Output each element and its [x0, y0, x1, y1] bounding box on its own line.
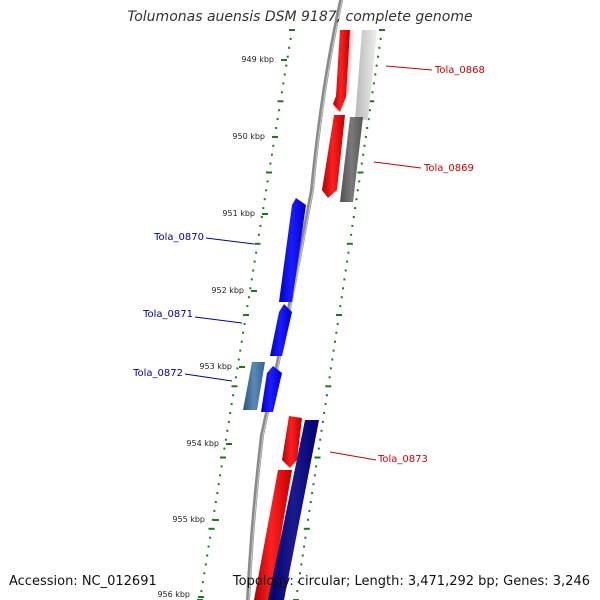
gene-tola-0868[interactable] [333, 30, 354, 112]
scale-label-text: 955 kbp [172, 515, 205, 524]
leader-line [385, 65, 433, 71]
scale-label-949: 949 kbp [241, 55, 287, 64]
gene-tola-0872[interactable] [243, 362, 282, 412]
scale-label-text: 953 kbp [199, 362, 232, 371]
leader-line [205, 237, 255, 245]
leader-line [329, 451, 377, 461]
gene-tola-0869[interactable] [322, 30, 377, 202]
gene-label-tola-0870[interactable]: Tola_0870 [153, 232, 255, 245]
gene-label-tola-0871[interactable]: Tola_0871 [142, 309, 243, 324]
scale-label-text: 950 kbp [232, 132, 265, 141]
scale-label-953: 953 kbp [199, 362, 245, 371]
gene-label-text: Tola_0869 [423, 163, 474, 174]
gene-label-tola-0868[interactable]: Tola_0868 [385, 65, 485, 76]
scale-label-text: 956 kbp [157, 590, 190, 599]
scale-label-text: 949 kbp [241, 55, 274, 64]
genome-summary-text: Topology: circular; Length: 3,471,292 bp… [232, 574, 590, 589]
leader-line [184, 373, 233, 382]
gene-arrow [268, 420, 319, 600]
gene-arrow [322, 115, 345, 198]
gene-arrow [261, 366, 282, 412]
scale-label-text: 951 kbp [222, 209, 255, 218]
gene-label-tola-0872[interactable]: Tola_0872 [132, 368, 233, 382]
outer-tick-ring [293, 29, 385, 600]
gene-tola-0873[interactable] [254, 416, 319, 600]
gene-label-text: Tola_0870 [153, 232, 204, 243]
gene-label-text: Tola_0873 [377, 454, 428, 465]
scale-label-952: 952 kbp [211, 286, 257, 295]
gene-labels: Tola_0868 Tola_0869 Tola_0870 Tola_0871 … [132, 65, 485, 465]
scale-label-text: 952 kbp [211, 286, 244, 295]
leader-line [194, 316, 243, 324]
gene-arrow [243, 362, 265, 410]
gene-arrow [340, 117, 363, 202]
gene-tola-0871[interactable] [270, 304, 292, 356]
gene-arrow [333, 30, 350, 112]
gene-arrow [270, 304, 292, 356]
scale-labels: 949 kbp 950 kbp 951 kbp 952 kbp 953 kbp … [157, 55, 287, 599]
scale-label-954: 954 kbp [186, 439, 232, 448]
accession-text: Accession: NC_012691 [9, 574, 157, 589]
gene-arrow [355, 30, 377, 120]
scale-label-955: 955 kbp [172, 515, 219, 524]
gene-arrow [279, 198, 306, 302]
leader-line [373, 161, 422, 169]
gene-arrow [282, 416, 302, 468]
gene-label-text: Tola_0868 [434, 65, 485, 76]
gene-label-tola-0869[interactable]: Tola_0869 [373, 161, 474, 174]
map-title: Tolumonas auensis DSM 9187, complete gen… [127, 9, 473, 25]
scale-label-956: 956 kbp [157, 590, 204, 599]
scale-label-text: 954 kbp [186, 439, 219, 448]
gene-label-text: Tola_0872 [132, 368, 183, 379]
scale-label-951: 951 kbp [222, 209, 268, 218]
gene-label-text: Tola_0871 [142, 309, 193, 320]
gene-arrow [254, 470, 292, 600]
scale-label-950: 950 kbp [232, 132, 278, 141]
gene-label-tola-0873[interactable]: Tola_0873 [329, 451, 428, 465]
gene-tola-0870[interactable] [279, 198, 306, 302]
